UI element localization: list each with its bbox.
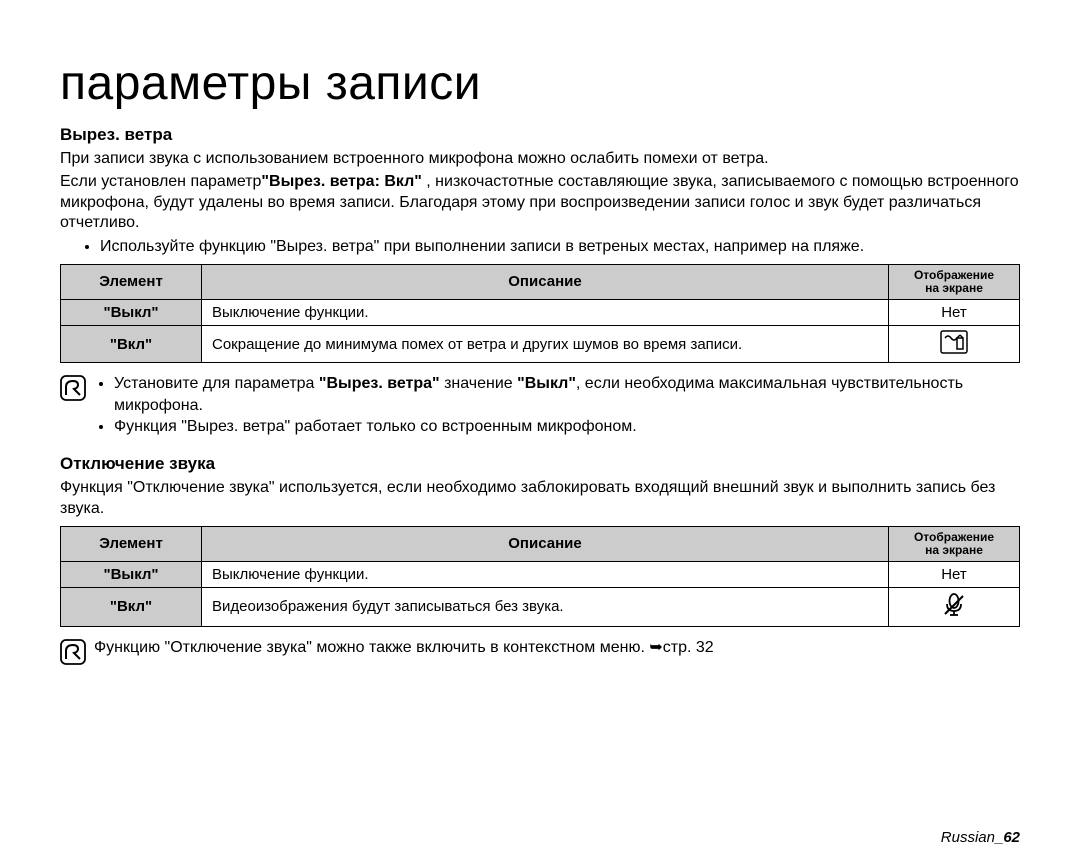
row-off-display: Нет [889, 300, 1020, 326]
row-off-desc: Выключение функции. [202, 300, 889, 326]
note2: Функцию "Отключение звука" можно также в… [60, 637, 1020, 665]
section2-heading: Отключение звука [60, 454, 1020, 474]
row-on-desc: Сокращение до минимума помех от ветра и … [202, 326, 889, 363]
table-row: "Выкл" Выключение функции. Нет [61, 300, 1020, 326]
section1-heading: Вырез. ветра [60, 125, 1020, 145]
section2-para: Функция "Отключение звука" используется,… [60, 478, 1020, 520]
col-display: Отображение на экране [889, 526, 1020, 561]
col-display-l2: на экране [925, 543, 983, 557]
wind-cut-table: Элемент Описание Отображение на экране "… [60, 264, 1020, 363]
note1-content: Установите для параметра "Вырез. ветра" … [94, 373, 1020, 438]
row-off-label: "Выкл" [61, 561, 202, 587]
note1-bullet2: Функция "Вырез. ветра" работает только с… [114, 416, 1020, 438]
mute-icon [941, 592, 967, 622]
page-footer: Russian_62 [941, 829, 1020, 846]
note-icon [60, 375, 86, 401]
table-row: "Вкл" Видеоизображения будут записыватьс… [61, 587, 1020, 626]
table-row: "Вкл" Сокращение до минимума помех от ве… [61, 326, 1020, 363]
col-display-l2: на экране [925, 281, 983, 295]
row-off-desc: Выключение функции. [202, 561, 889, 587]
section1-pb-bold: "Вырез. ветра: Вкл" [261, 173, 421, 190]
col-element: Элемент [61, 264, 202, 299]
n1b1-bold1: "Вырез. ветра" [319, 375, 440, 392]
col-description: Описание [202, 264, 889, 299]
row-on-desc: Видеоизображения будут записываться без … [202, 587, 889, 626]
page: параметры записи Вырез. ветра При записи… [0, 0, 1080, 868]
note2-line: Функцию "Отключение звука" можно также в… [94, 637, 1020, 659]
section1-bullets: Используйте функцию "Вырез. ветра" при в… [60, 236, 1020, 258]
note2-content: Функцию "Отключение звука" можно также в… [94, 637, 1020, 659]
table-header-row: Элемент Описание Отображение на экране [61, 526, 1020, 561]
footer-lang: Russian [941, 829, 995, 846]
row-on-label: "Вкл" [61, 326, 202, 363]
note1: Установите для параметра "Вырез. ветра" … [60, 373, 1020, 438]
col-description: Описание [202, 526, 889, 561]
wind-cut-icon [940, 330, 968, 358]
col-display-l1: Отображение [914, 530, 994, 544]
n1b1-pre: Установите для параметра [114, 375, 319, 392]
row-off-display: Нет [889, 561, 1020, 587]
note-icon [60, 639, 86, 665]
col-element: Элемент [61, 526, 202, 561]
n1b1-bold2: "Выкл" [517, 375, 576, 392]
page-title: параметры записи [60, 56, 1020, 111]
row-off-label: "Выкл" [61, 300, 202, 326]
col-display: Отображение на экране [889, 264, 1020, 299]
row-on-label: "Вкл" [61, 587, 202, 626]
row-on-display [889, 587, 1020, 626]
table-row: "Выкл" Выключение функции. Нет [61, 561, 1020, 587]
footer-page: 62 [1003, 829, 1020, 846]
section1-pb-pre: Если установлен параметр [60, 173, 261, 190]
row-on-display [889, 326, 1020, 363]
mute-table: Элемент Описание Отображение на экране "… [60, 526, 1020, 627]
section1-bullet: Используйте функцию "Вырез. ветра" при в… [100, 236, 1020, 258]
section1-para-b: Если установлен параметр"Вырез. ветра: В… [60, 172, 1020, 234]
table-header-row: Элемент Описание Отображение на экране [61, 264, 1020, 299]
section1-para-a: При записи звука с использованием встрое… [60, 149, 1020, 170]
note1-bullet1: Установите для параметра "Вырез. ветра" … [114, 373, 1020, 416]
col-display-l1: Отображение [914, 268, 994, 282]
n1b1-mid: значение [440, 375, 518, 392]
